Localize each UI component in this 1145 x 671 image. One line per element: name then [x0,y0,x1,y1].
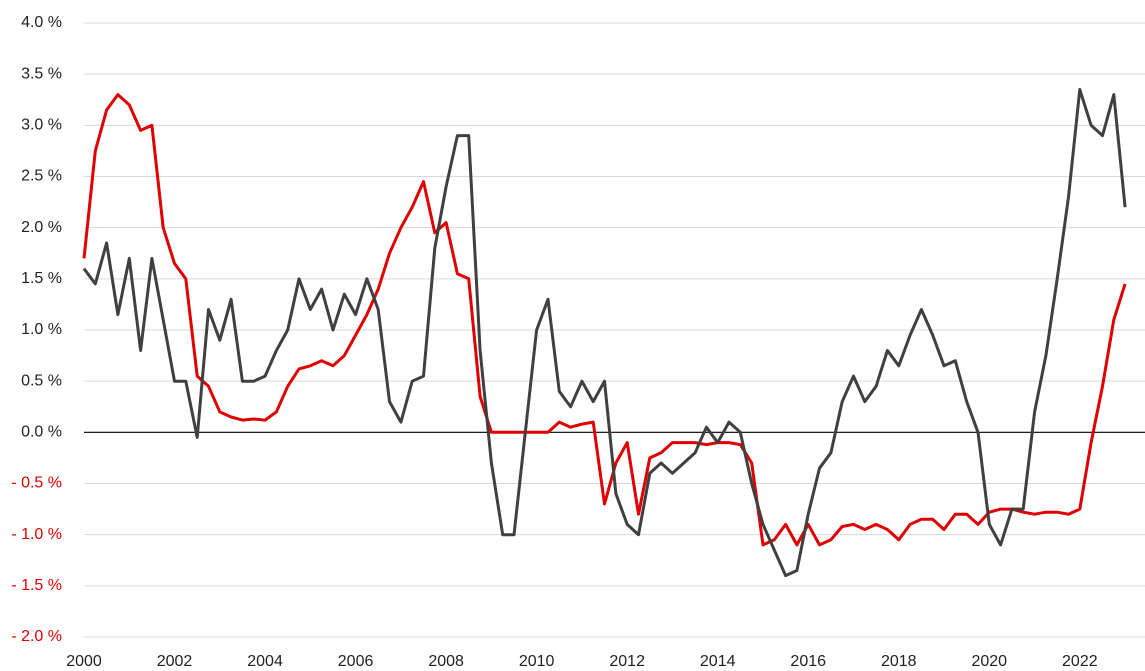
x-tick-label: 2002 [157,653,193,670]
y-tick-label: 0.0 % [21,424,62,441]
y-tick-label: 3.0 % [21,117,62,134]
x-tick-label: 2020 [971,653,1007,670]
x-tick-label: 2006 [338,653,374,670]
y-tick-label: 0.5 % [21,372,62,389]
x-tick-label: 2016 [790,653,826,670]
x-tick-label: 2014 [700,653,736,670]
y-tick-label: 4.0 % [21,14,62,31]
y-tick-label: - 0.5 % [11,475,62,492]
line-series [82,88,1127,578]
y-tick-label: - 1.0 % [11,526,62,543]
y-tick-label: - 2.0 % [11,628,62,645]
x-tick-label: 2004 [247,653,283,670]
x-tick-label: 2000 [66,653,102,670]
y-tick-label: 3.5 % [21,65,62,82]
x-tick-label: 2010 [519,653,555,670]
x-tick-label: 2022 [1062,653,1098,670]
y-tick-label: 2.0 % [21,219,62,236]
y-tick-label: - 1.5 % [11,577,62,594]
x-tick-label: 2008 [428,653,464,670]
x-tick-label: 2012 [609,653,645,670]
y-tick-label: 2.5 % [21,168,62,185]
x-tick-label: 2018 [881,653,917,670]
line-series [82,93,1127,547]
y-tick-label: 1.5 % [21,270,62,287]
y-tick-label: 1.0 % [21,321,62,338]
